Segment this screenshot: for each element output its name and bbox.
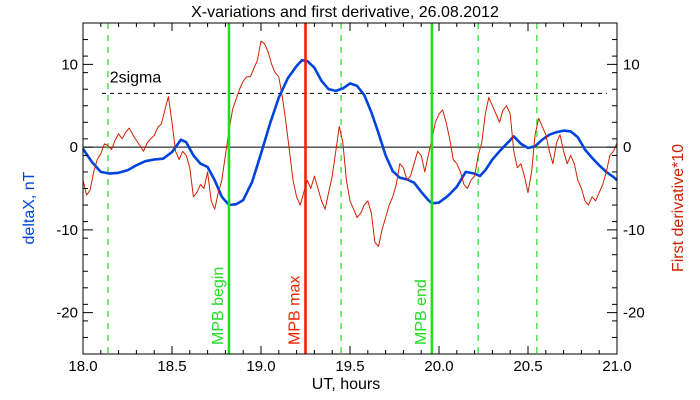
y-axis-label-left: deltaX, nT	[21, 171, 38, 244]
sigma-label: 2sigma	[110, 69, 162, 86]
mpb-max-label: MPB max	[287, 276, 304, 345]
series-group	[81, 23, 618, 354]
y-tick-label-left: 10	[61, 56, 78, 73]
y-tick-label-right: 0	[623, 139, 631, 156]
chart-title: X-variations and first derivative, 26.08…	[191, 4, 499, 21]
y-tick-label-left: -20	[56, 305, 78, 322]
x-tick-label: 20.0	[424, 358, 453, 375]
x-axis-label: UT, hours	[312, 376, 380, 393]
x-tick-label: 19.5	[335, 358, 364, 375]
deltaX-series-line	[81, 58, 618, 207]
x-tick-label: 20.5	[513, 358, 542, 375]
y-tick-label-left: 0	[70, 139, 78, 156]
derivative-series-line	[82, 40, 618, 247]
x-tick-label: 21.0	[602, 358, 631, 375]
x-tick-label: 19.0	[246, 358, 275, 375]
ticks-group: 18.0 18.5 19.0 19.5 20.0 20.5 21.0 -20 -20 -10 -10…	[56, 22, 645, 375]
annotations-group: 2sigma MPB begin MPB max MPB end	[110, 69, 430, 345]
y-tick-label-right: -20	[623, 305, 645, 322]
y-tick-label-left: -10	[56, 222, 78, 239]
mpb-begin-label: MPB begin	[210, 267, 227, 345]
mpb-end-label: MPB end	[413, 279, 430, 345]
x-tick-label: 18.5	[157, 358, 186, 375]
y-axis-label-right: First derivative*10	[670, 144, 687, 272]
x-tick-label: 18.0	[68, 358, 97, 375]
y-tick-label-right: 10	[623, 56, 640, 73]
reference-lines	[83, 23, 617, 354]
y-tick-label-right: -10	[623, 222, 645, 239]
